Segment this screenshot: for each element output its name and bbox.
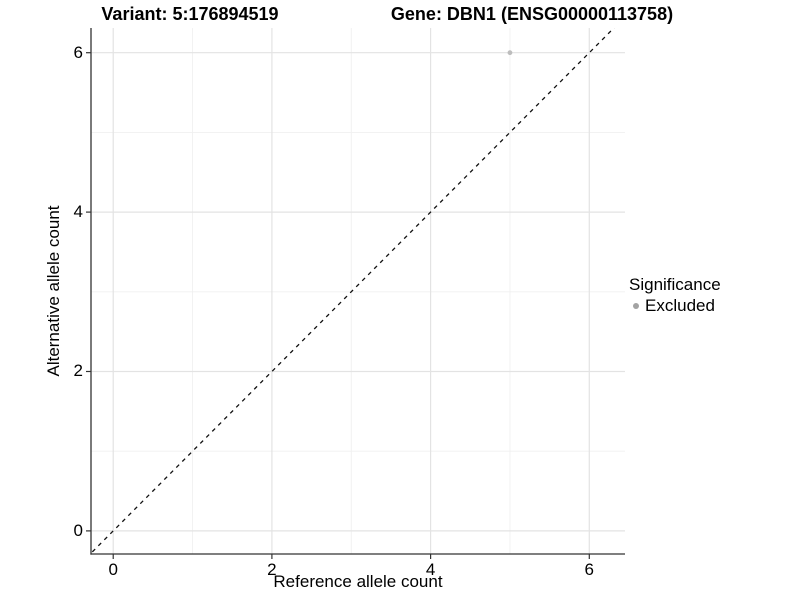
x-tick-label: 6 — [584, 560, 595, 579]
y-tick-label: 0 — [73, 520, 83, 540]
plot-panel — [91, 28, 625, 554]
legend-entry-excluded: Excluded — [629, 296, 721, 316]
x-tick-label: 0 — [108, 560, 118, 579]
y-tick-label: 6 — [73, 42, 83, 62]
x-tick-label: 4 — [425, 560, 436, 579]
excluded-point-marker-icon — [633, 303, 639, 309]
x-axis-title: Reference allele count — [273, 572, 443, 591]
y-tick-label: 4 — [73, 202, 83, 222]
data-point — [507, 50, 513, 56]
identity-reference-line — [91, 28, 615, 554]
gene-title: Gene: DBN1 (ENSG00000113758) — [390, 4, 674, 24]
legend-title: Significance — [629, 275, 721, 294]
legend-entry-label: Excluded — [645, 296, 715, 315]
variant-title: Variant: 5:176894519 — [101, 4, 279, 24]
legend: Significance Excluded — [629, 274, 721, 316]
y-tick-label: 2 — [73, 361, 83, 381]
y-axis-title: Alternative allele count — [44, 205, 63, 377]
x-tick-label: 2 — [267, 560, 277, 579]
